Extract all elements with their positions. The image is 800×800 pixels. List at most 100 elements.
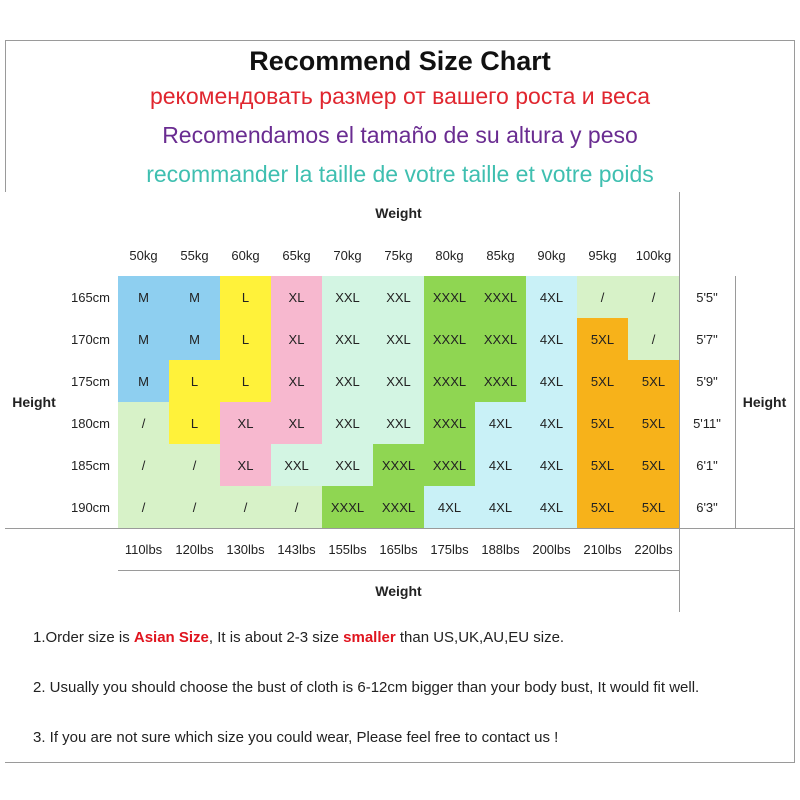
height-cm: 175cm	[63, 360, 119, 403]
size-cell: 5XL	[628, 444, 680, 487]
size-cell: XXXL	[475, 318, 527, 361]
height-ft: 5'7"	[679, 318, 736, 361]
height-cm: 180cm	[63, 402, 119, 445]
height-ft: 5'5"	[679, 276, 736, 319]
size-cell: 4XL	[526, 444, 578, 487]
size-cell: /	[118, 444, 170, 487]
lbs-header: 120lbs	[169, 528, 221, 571]
kg-header: 65kg	[271, 234, 323, 277]
size-cell: 4XL	[526, 360, 578, 403]
size-cell: XXXL	[475, 276, 527, 319]
size-cell: XXL	[322, 402, 374, 445]
kg-header: 85kg	[475, 234, 527, 277]
size-cell: XL	[271, 318, 323, 361]
size-cell: L	[169, 402, 221, 445]
note-text: than US,UK,AU,EU size.	[395, 628, 565, 646]
kg-header: 60kg	[220, 234, 272, 277]
note: 1.Order size is Asian Size, It is about …	[5, 612, 795, 663]
size-cell: 5XL	[577, 318, 629, 361]
subtitle: Recomendamos el tamaño de su altura y pe…	[162, 122, 638, 148]
note-text: 3. If you are not sure which size you co…	[33, 728, 559, 746]
size-cell: /	[628, 318, 680, 361]
kg-header: 70kg	[322, 234, 374, 277]
lbs-header: 155lbs	[322, 528, 374, 571]
size-cell: XXL	[322, 318, 374, 361]
size-cell: M	[169, 276, 221, 319]
size-cell: /	[118, 402, 170, 445]
note-text: 1.Order size is	[33, 628, 134, 646]
size-cell: XXXL	[373, 444, 425, 487]
size-cell: L	[220, 276, 272, 319]
size-cell: /	[628, 276, 680, 319]
blank-cell	[5, 192, 119, 277]
note: 2. Usually you should choose the bust of…	[5, 662, 795, 713]
size-cell: M	[118, 360, 170, 403]
size-cell: 5XL	[577, 444, 629, 487]
size-cell: 4XL	[526, 486, 578, 529]
size-cell: 4XL	[475, 402, 527, 445]
height-cm: 185cm	[63, 444, 119, 487]
kg-header: 100kg	[628, 234, 680, 277]
size-cell: 5XL	[628, 360, 680, 403]
note-text: Asian Size	[133, 628, 209, 646]
size-cell: 5XL	[577, 360, 629, 403]
size-cell: XL	[220, 402, 272, 445]
lbs-header: 200lbs	[526, 528, 578, 571]
size-cell: XXXL	[424, 318, 476, 361]
lbs-header: 210lbs	[577, 528, 629, 571]
weight-label: Weight	[118, 192, 680, 235]
height-label: Height	[5, 276, 64, 529]
size-cell: 5XL	[628, 402, 680, 445]
size-cell: 4XL	[526, 318, 578, 361]
size-cell: /	[271, 486, 323, 529]
subtitle: recommander la taille de votre taille et…	[146, 161, 654, 187]
size-cell: L	[169, 360, 221, 403]
size-cell: XL	[220, 444, 272, 487]
kg-header: 80kg	[424, 234, 476, 277]
size-cell: XXL	[322, 360, 374, 403]
size-cell: /	[577, 276, 629, 319]
size-cell: XXL	[373, 360, 425, 403]
blank-cell	[679, 528, 795, 613]
subtitle: рекомендовать размер от вашего роста и в…	[149, 83, 651, 109]
size-cell: XXXL	[424, 402, 476, 445]
size-cell: XL	[271, 402, 323, 445]
size-cell: L	[220, 360, 272, 403]
note-text: 2. Usually you should choose the bust of…	[33, 678, 700, 696]
height-cm: 170cm	[63, 318, 119, 361]
lbs-header: 188lbs	[475, 528, 527, 571]
height-ft: 6'1"	[679, 444, 736, 487]
lbs-header: 220lbs	[628, 528, 680, 571]
size-cell: 4XL	[475, 444, 527, 487]
size-cell: XXXL	[424, 444, 476, 487]
size-cell: /	[220, 486, 272, 529]
size-cell: XXXL	[424, 276, 476, 319]
note: 3. If you are not sure which size you co…	[5, 712, 795, 763]
blank-cell	[679, 192, 795, 277]
size-cell: XXL	[373, 276, 425, 319]
weight-label: Weight	[118, 570, 680, 613]
size-cell: /	[169, 444, 221, 487]
size-cell: /	[169, 486, 221, 529]
lbs-header: 143lbs	[271, 528, 323, 571]
size-cell: M	[169, 318, 221, 361]
lbs-header: 130lbs	[220, 528, 272, 571]
size-cell: 4XL	[526, 276, 578, 319]
size-cell: 4XL	[424, 486, 476, 529]
size-cell: XL	[271, 276, 323, 319]
height-ft: 5'9"	[679, 360, 736, 403]
lbs-header: 175lbs	[424, 528, 476, 571]
size-cell: 5XL	[577, 486, 629, 529]
height-ft: 6'3"	[679, 486, 736, 529]
size-cell: XXXL	[424, 360, 476, 403]
kg-header: 95kg	[577, 234, 629, 277]
kg-header: 75kg	[373, 234, 425, 277]
size-cell: XXL	[271, 444, 323, 487]
lbs-header: 110lbs	[118, 528, 170, 571]
size-cell: XXL	[322, 444, 374, 487]
height-label: Height	[735, 276, 795, 529]
lbs-header: 165lbs	[373, 528, 425, 571]
kg-header: 90kg	[526, 234, 578, 277]
size-cell: L	[220, 318, 272, 361]
